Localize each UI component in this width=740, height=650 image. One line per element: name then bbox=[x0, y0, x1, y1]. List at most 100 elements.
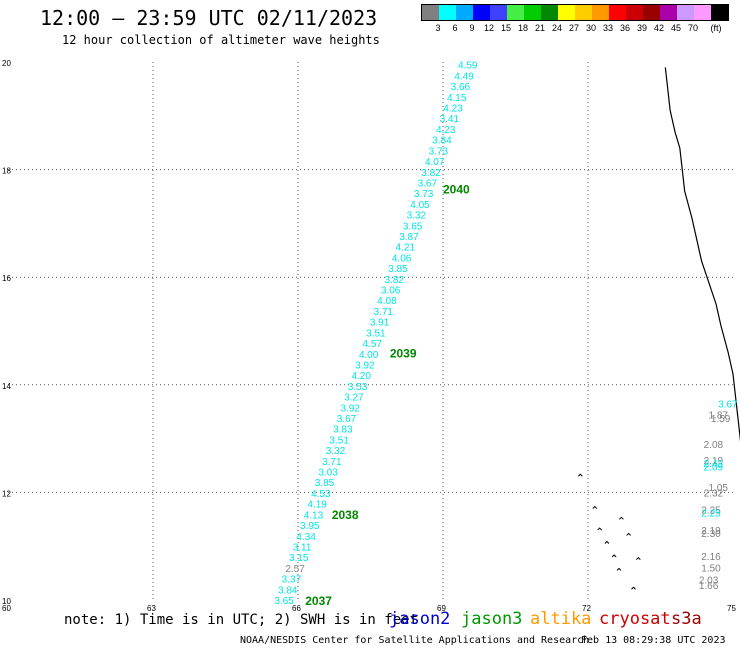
legend-label: 27 bbox=[568, 23, 580, 33]
track-value-label: 3.66 bbox=[451, 82, 471, 93]
track-value-label: 3.71 bbox=[322, 457, 342, 468]
track-value-label: 3.84 bbox=[432, 136, 452, 147]
island-mark bbox=[597, 527, 603, 531]
track-value-label: 3.83 bbox=[333, 425, 353, 436]
track-value-label: 4.08 bbox=[377, 296, 397, 307]
island-mark bbox=[592, 505, 598, 509]
pass-number-label: 2038 bbox=[332, 508, 359, 522]
track-value-label: 4.06 bbox=[392, 253, 412, 264]
coastal-value-label: 1.50 bbox=[701, 564, 721, 575]
coastal-value-label: 2.19 bbox=[701, 526, 721, 537]
island-mark bbox=[604, 540, 610, 544]
mission-jason3: jason3 bbox=[461, 609, 523, 629]
track-value-label: 3.73 bbox=[414, 189, 434, 200]
coastal-value-label: 2.08 bbox=[704, 440, 724, 451]
legend-labels: 3 6 9 12 15 18 21 24 27 30 33 36 39 42 45 70 (ft) bbox=[421, 21, 729, 33]
legend-label: 30 bbox=[585, 23, 597, 33]
x-tick-label: 66 bbox=[292, 604, 301, 613]
legend-swatch bbox=[677, 5, 694, 20]
track-value-label: 4.21 bbox=[396, 243, 416, 254]
legend-label: 9 bbox=[469, 23, 475, 33]
track-value-label: 3.91 bbox=[370, 318, 390, 329]
y-tick-label: 12 bbox=[2, 489, 11, 498]
x-tick-label: 75 bbox=[727, 604, 736, 613]
legend-swatch bbox=[541, 5, 558, 20]
legend-label: 39 bbox=[636, 23, 648, 33]
track-value-label: 4.49 bbox=[454, 71, 474, 82]
track-value-label: 3.67 bbox=[337, 414, 357, 425]
legend-label: 6 bbox=[452, 23, 458, 33]
coastal-value-label: 2.16 bbox=[701, 552, 721, 563]
island-mark bbox=[631, 586, 636, 590]
coastal-value-label: 2.25 bbox=[701, 508, 721, 519]
track-value-label: 3.82 bbox=[385, 275, 405, 286]
track-value-label: 3.92 bbox=[355, 360, 375, 371]
legend-label: 70 bbox=[687, 23, 699, 33]
track-value-label: 4.13 bbox=[304, 510, 324, 521]
legend-swatch bbox=[711, 5, 728, 20]
legend-label: 15 bbox=[500, 23, 512, 33]
x-tick-label: 69 bbox=[437, 604, 446, 613]
y-tick-label: 18 bbox=[2, 167, 11, 176]
track-value-label: 2.57 bbox=[285, 564, 305, 575]
coastal-value-label: 2.30 bbox=[701, 529, 721, 540]
coastal-value-label: 2.19 bbox=[704, 456, 724, 467]
track-value-label: 3.03 bbox=[318, 468, 338, 479]
track-value-label: 3.32 bbox=[326, 446, 346, 457]
legend-label: 18 bbox=[517, 23, 529, 33]
footer-note: note: 1) Time is in UTC; 2) SWH is in fe… bbox=[64, 612, 419, 628]
track-value-label: 3.15 bbox=[289, 553, 309, 564]
track-value-label: 3.53 bbox=[348, 382, 368, 393]
track-value-label: 3.06 bbox=[381, 286, 401, 297]
legend-swatch bbox=[609, 5, 626, 20]
track-value-label: 3.85 bbox=[388, 264, 408, 275]
track-value-label: 3.67 bbox=[418, 178, 438, 189]
track-value-label: 3.11 bbox=[293, 542, 312, 553]
legend-label: 24 bbox=[551, 23, 563, 33]
track-value-label: 4.19 bbox=[307, 500, 327, 511]
track-value-label: 3.41 bbox=[440, 114, 460, 125]
coastal-value-label: 2.25 bbox=[701, 506, 721, 517]
legend-label: 3 bbox=[435, 23, 441, 33]
coastal-value-label: 1.87 bbox=[709, 410, 729, 421]
mission-cryosat: cryosat bbox=[599, 609, 671, 629]
y-tick-label: 10 bbox=[2, 597, 11, 606]
legend-swatch bbox=[439, 5, 456, 20]
track-value-label: 4.00 bbox=[359, 350, 379, 361]
map-title: 12:00 — 23:59 UTC 02/11/2023 bbox=[40, 6, 378, 30]
mission-s3a: s3a bbox=[671, 609, 702, 629]
track-value-label: 4.23 bbox=[436, 125, 456, 136]
legend-swatch bbox=[456, 5, 473, 20]
track-value-label: 3.87 bbox=[399, 232, 419, 243]
island-mark bbox=[635, 556, 641, 561]
coastal-value-label: 1.59 bbox=[711, 414, 731, 425]
track-value-label: 4.23 bbox=[443, 104, 463, 115]
track-value-label: 3.73 bbox=[429, 146, 449, 157]
legend-swatch bbox=[558, 5, 575, 20]
legend-swatch bbox=[660, 5, 677, 20]
legend-label: (ft) bbox=[710, 23, 722, 33]
track-value-label: 4.59 bbox=[458, 61, 478, 72]
y-tick-label: 20 bbox=[2, 59, 11, 68]
legend-swatch bbox=[507, 5, 524, 20]
track-value-label: 3.65 bbox=[403, 221, 423, 232]
legend-swatch bbox=[626, 5, 643, 20]
track-value-label: 3.27 bbox=[344, 393, 364, 404]
track-value-label: 4.07 bbox=[425, 157, 445, 168]
track-value-label: 3.71 bbox=[374, 307, 394, 318]
island-mark bbox=[626, 532, 632, 536]
track-value-label: 4.53 bbox=[311, 489, 331, 500]
legend-label: 12 bbox=[483, 23, 495, 33]
track-value-label: 3.65 bbox=[274, 596, 294, 607]
track-value-label: 4.34 bbox=[296, 532, 316, 543]
pass-number-label: 2037 bbox=[305, 594, 332, 608]
track-value-label: 3.85 bbox=[315, 478, 335, 489]
track-value-label: 3.32 bbox=[407, 211, 427, 222]
legend-label: 21 bbox=[534, 23, 546, 33]
legend-swatch bbox=[643, 5, 660, 20]
pass-number-label: 2040 bbox=[443, 182, 470, 196]
coastal-value-label: 2.03 bbox=[699, 576, 719, 587]
island-mark bbox=[619, 516, 624, 520]
legend-swatch bbox=[490, 5, 507, 20]
